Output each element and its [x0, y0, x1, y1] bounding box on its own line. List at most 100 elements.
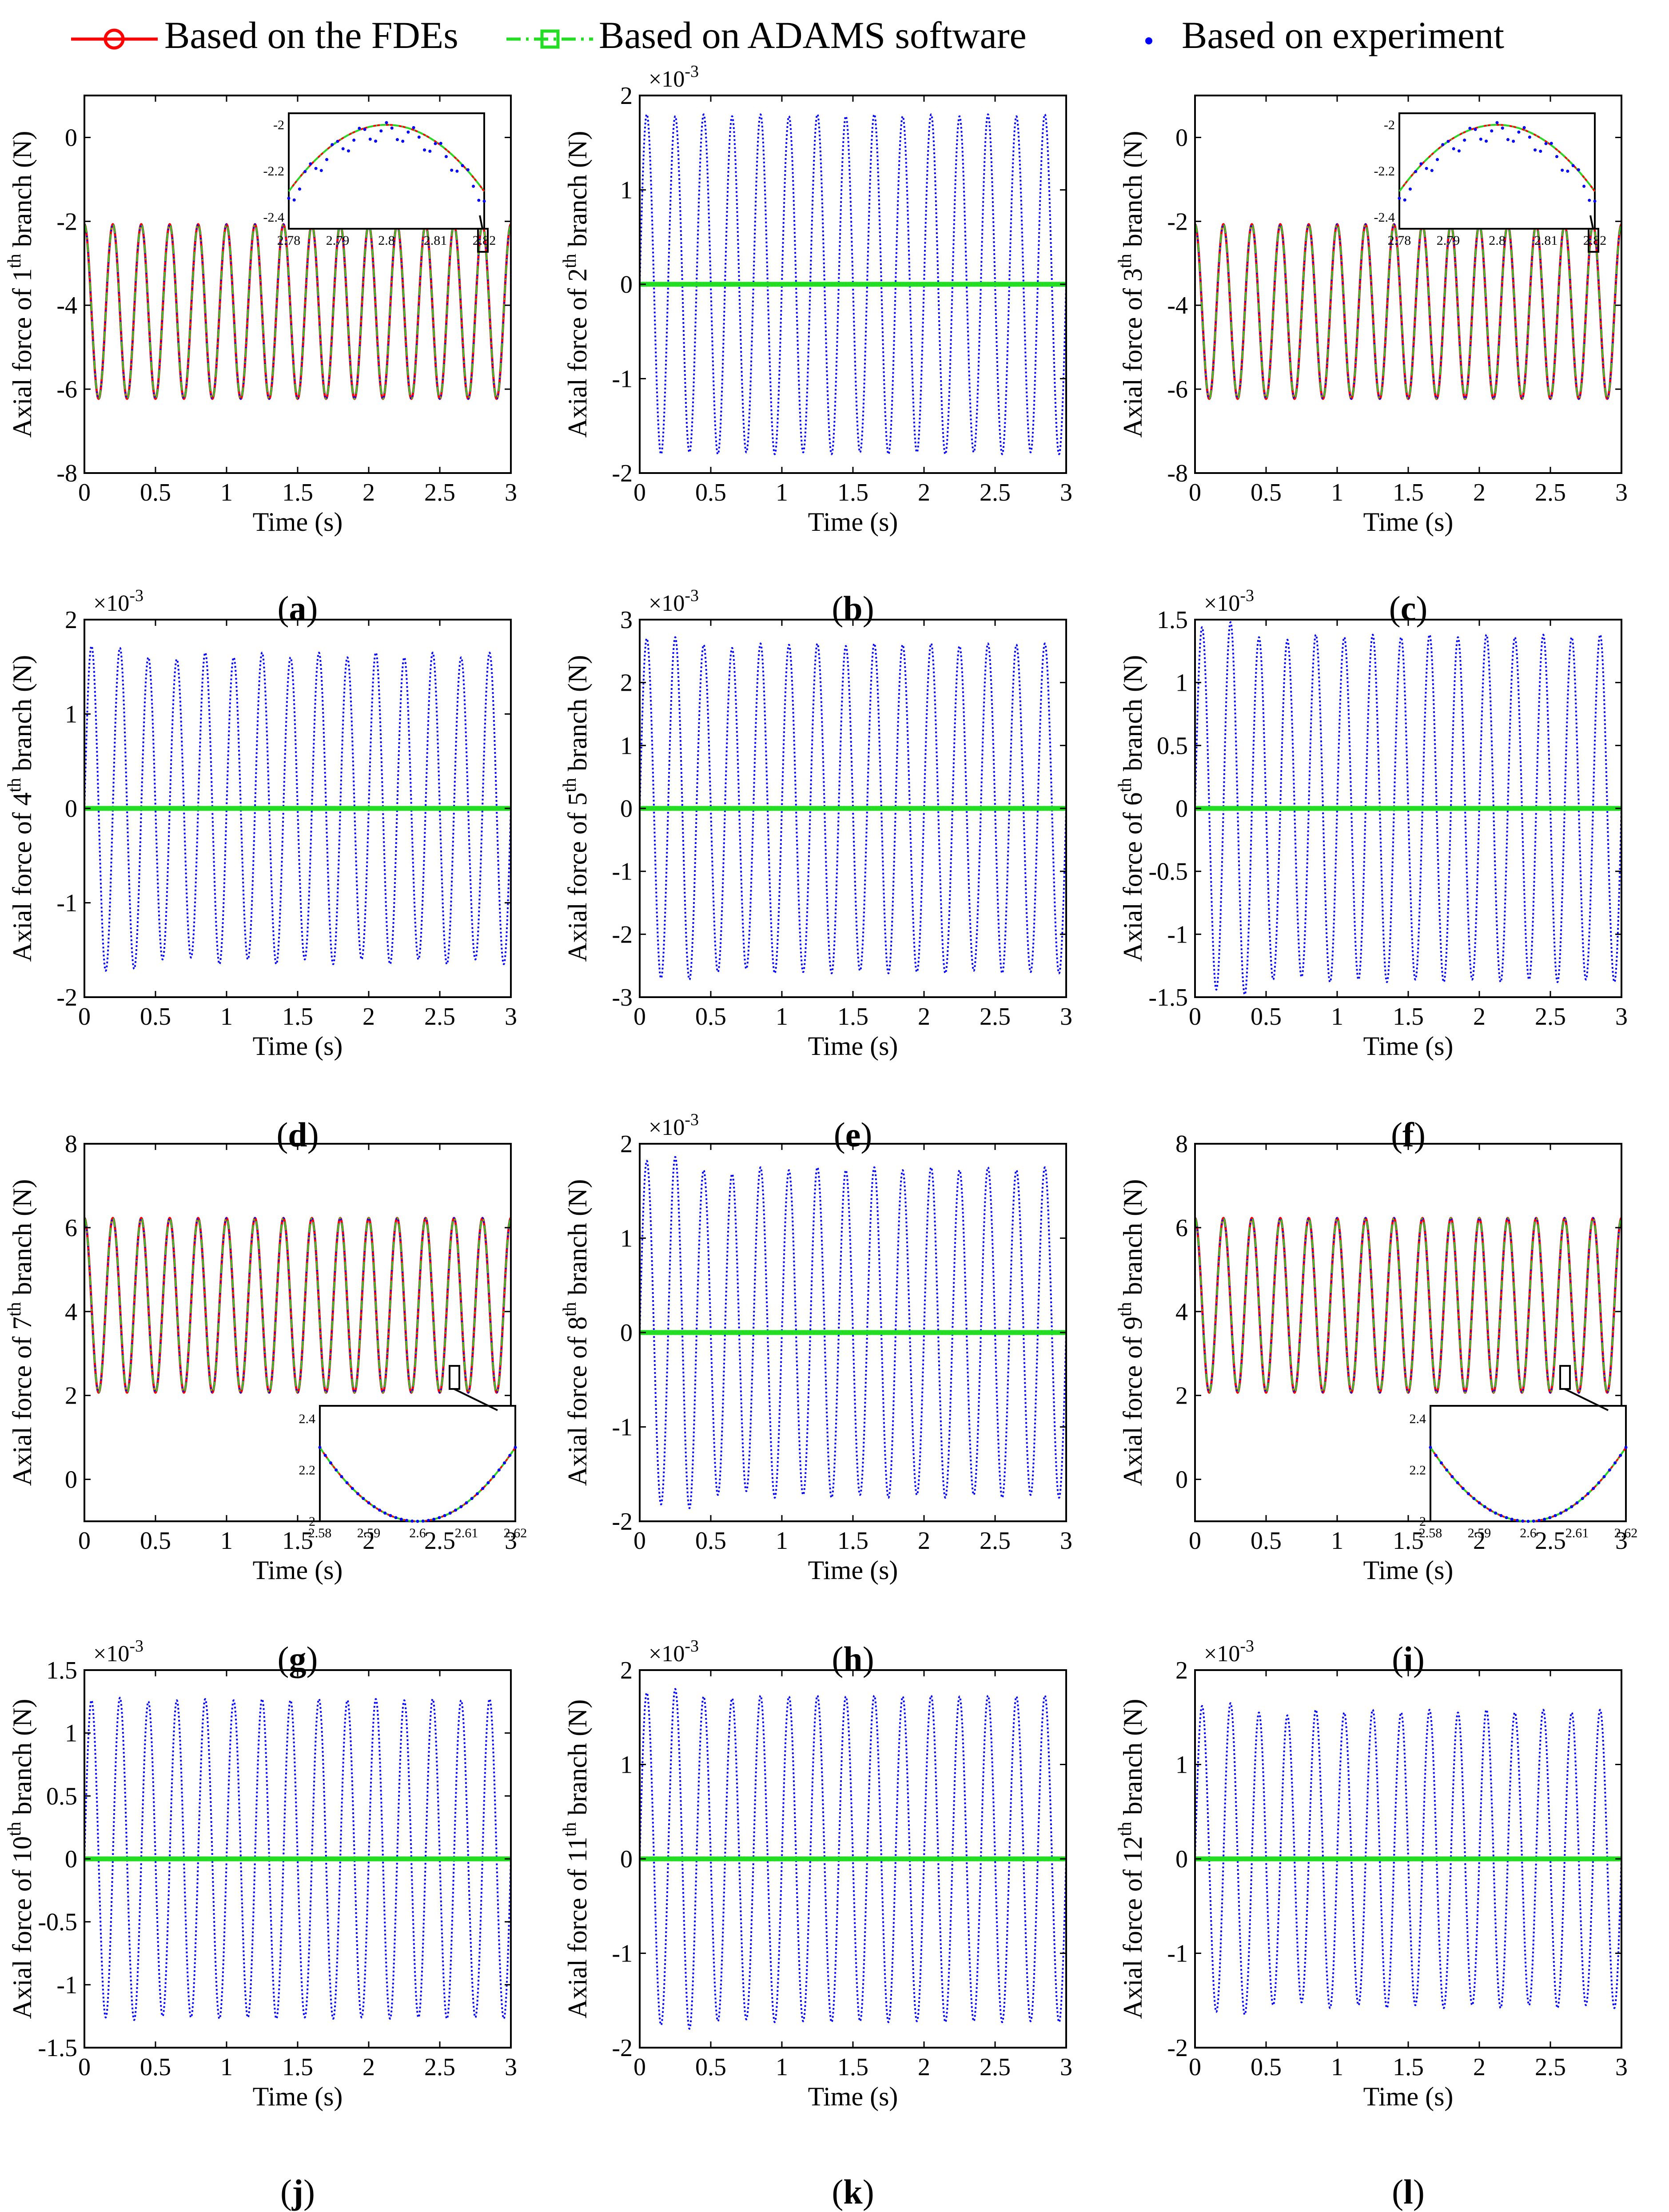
- inset-experiment-point: [1528, 135, 1531, 139]
- inset-experiment-point: [368, 137, 372, 141]
- inset-experiment-point: [1624, 1446, 1628, 1449]
- y-tick-label: -2: [56, 984, 77, 1011]
- inset-experiment-point: [1408, 187, 1412, 191]
- series-experiment-line: [640, 1156, 1066, 1509]
- x-tick-label: 1.5: [282, 2053, 313, 2081]
- inset-experiment-point: [1474, 127, 1477, 131]
- inset-experiment-point: [379, 129, 383, 133]
- plot-series: [84, 645, 511, 972]
- y-axis-label-post: branch (N): [1118, 1179, 1147, 1302]
- x-tick-label: 0: [633, 1527, 646, 1555]
- x-tick-label: 2: [1473, 479, 1486, 506]
- y-tick-label: -1.5: [1148, 984, 1188, 1011]
- zoom-marker: [1559, 1365, 1571, 1390]
- inset-experiment-point: [482, 199, 486, 203]
- exponent-label: ×10-3: [649, 1637, 699, 1667]
- x-tick-label: 2: [362, 1527, 375, 1555]
- x-tick-label: 3: [1615, 2053, 1628, 2081]
- x-tick-label: 0: [78, 1527, 91, 1555]
- inset-experiment-point: [417, 135, 421, 139]
- inset-experiment-point: [503, 1461, 506, 1465]
- inset-experiment-point: [395, 138, 399, 141]
- inset-x-tick-label: 2.78: [1388, 233, 1411, 248]
- y-axis-label: Axial force of 6th branch (N): [1115, 655, 1147, 962]
- x-tick-label: 3: [1060, 2053, 1072, 2081]
- inset-experiment-point: [1619, 1454, 1622, 1457]
- inset-experiment-point: [426, 1519, 430, 1522]
- y-tick-label: -6: [1167, 376, 1188, 403]
- inset-experiment-point: [1483, 1505, 1486, 1508]
- inset-experiment-point: [1537, 1519, 1541, 1522]
- inset-experiment-point: [459, 1505, 463, 1508]
- legend-fdes-marker: [104, 28, 125, 50]
- inset-x-tick-label: 2.81: [424, 233, 447, 248]
- inset-experiment-point: [1526, 1520, 1530, 1523]
- y-tick-label: 2: [1175, 1382, 1188, 1410]
- inset-experiment-point: [1501, 126, 1504, 130]
- inset-experiment-point: [1570, 1505, 1573, 1508]
- inset-frame: [1398, 112, 1596, 230]
- x-tick-label: 1: [776, 1003, 788, 1030]
- y-tick-label: 1: [620, 1225, 633, 1253]
- x-tick-label: 1: [220, 479, 233, 506]
- inset-experiment-point: [406, 130, 410, 134]
- inset-x-tick-label: 2.8: [378, 233, 395, 248]
- y-tick-label: 4: [1175, 1298, 1188, 1326]
- caption-a: (a): [277, 589, 318, 628]
- inset-experiment-point: [1532, 1519, 1535, 1523]
- inset-experiment-point: [1608, 1468, 1611, 1472]
- y-axis-label: Axial force of 11th branch (N): [560, 1699, 592, 2019]
- series-experiment-line: [1195, 621, 1621, 996]
- plot-frame: [639, 619, 1067, 998]
- zoom-arrow: [1589, 215, 1594, 229]
- inset-x-tick-label: 2.62: [1614, 1526, 1638, 1540]
- x-tick-label: 0.5: [695, 2053, 726, 2081]
- inset-experiment-point: [434, 142, 437, 145]
- x-axis-label: Time (s): [1363, 507, 1454, 537]
- x-tick-label: 2.5: [424, 1003, 455, 1030]
- inset-experiment-point: [351, 1487, 354, 1490]
- exponent-sup: -3: [1240, 586, 1254, 605]
- inset-experiment-point: [1561, 168, 1564, 172]
- y-tick-label: 0: [1175, 1846, 1188, 1873]
- y-tick-label: 0: [620, 795, 633, 823]
- y-tick-label: 0: [620, 1846, 633, 1873]
- y-tick-label: 0: [620, 1319, 633, 1347]
- y-tick-label: 2: [620, 82, 633, 110]
- inset-x-tick-label: 2.82: [473, 233, 496, 248]
- exponent-label: ×10-3: [93, 586, 143, 616]
- x-tick-label: 2: [918, 2053, 930, 2081]
- y-axis-label-post: branch (N): [563, 131, 592, 254]
- caption-letter: k: [843, 2172, 863, 2211]
- y-tick-label: 0: [65, 795, 77, 823]
- x-axis-label: Time (s): [1363, 2082, 1454, 2111]
- inset-experiment-point: [1403, 198, 1406, 202]
- inset-experiment-point: [455, 169, 459, 173]
- series-experiment-line: [640, 636, 1066, 981]
- y-axis-label: Axial force of 9th branch (N): [1115, 1179, 1147, 1486]
- y-tick-label: 2: [620, 1130, 633, 1158]
- y-tick-label: -4: [56, 292, 77, 319]
- legend-experiment-label: Based on experiment: [1182, 14, 1505, 56]
- exponent-label: ×10-3: [649, 586, 699, 616]
- plot-frame: [84, 1143, 512, 1522]
- x-tick-label: 1.5: [837, 479, 868, 506]
- y-axis-label-pre: Axial force of 12: [1118, 1836, 1147, 2019]
- inset-experiment-point: [454, 1508, 458, 1512]
- inset-experiment-point: [347, 149, 350, 153]
- x-axis-label: Time (s): [253, 507, 343, 537]
- y-axis-label-pre: Axial force of 1: [8, 268, 37, 438]
- inset-y-tick-label: 2.2: [1410, 1463, 1426, 1477]
- inset-x-tick-label: 2.58: [1419, 1526, 1442, 1540]
- inset-experiment-point: [1566, 169, 1569, 173]
- x-tick-label: 0: [633, 479, 646, 506]
- y-tick-label: 1: [620, 1751, 633, 1779]
- y-tick-label: 2: [65, 606, 77, 634]
- y-tick-label: 6: [1175, 1214, 1188, 1242]
- y-axis-label-sup: th: [1115, 1302, 1135, 1317]
- inset-experiment-point: [1555, 155, 1558, 159]
- y-tick-label: 2: [1175, 1657, 1188, 1684]
- x-tick-label: 1: [776, 2053, 788, 2081]
